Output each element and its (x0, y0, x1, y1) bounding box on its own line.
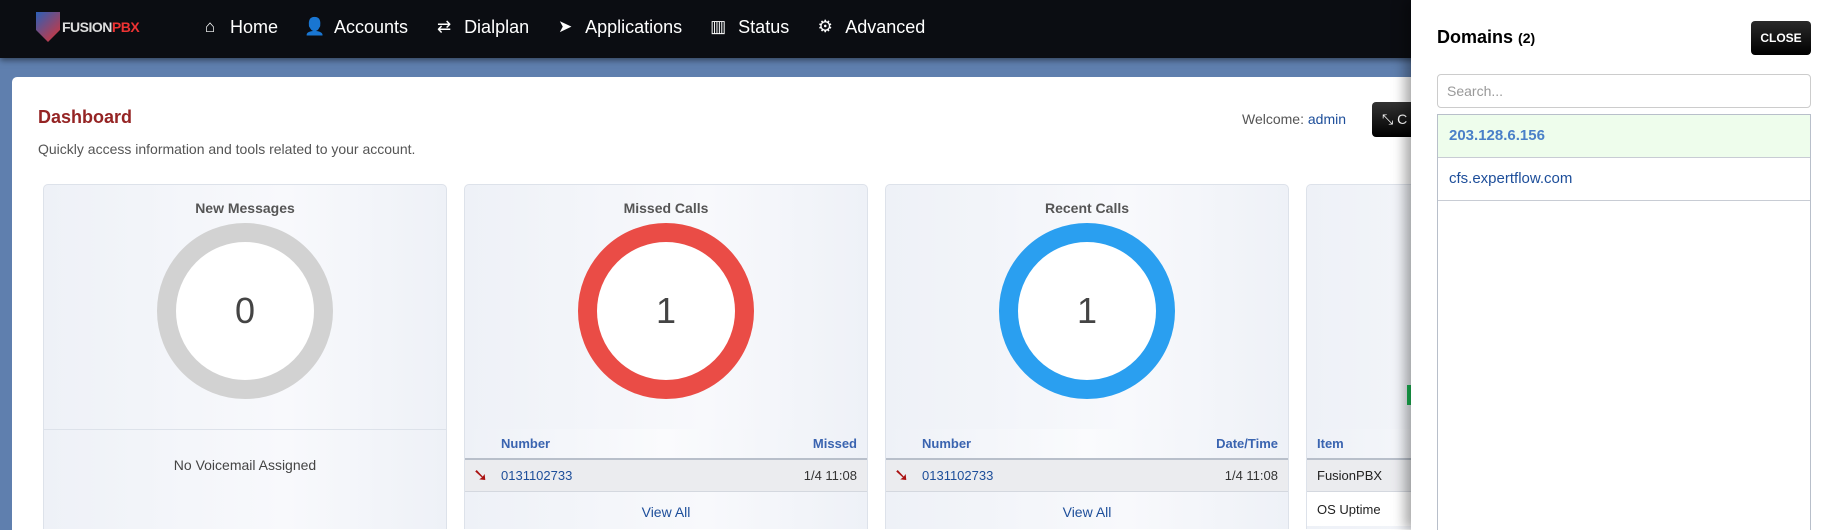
welcome-label: Welcome: (1242, 111, 1304, 127)
page-subtitle: Quickly access information and tools rel… (38, 141, 416, 157)
recent-count-ring[interactable]: 1 (999, 223, 1175, 399)
nav-label: Home (230, 16, 279, 37)
table-header: Number Date/Time (886, 429, 1288, 460)
nav-label: Applications (585, 16, 683, 37)
table-row: ➘ 0131102733 1/4 11:08 (465, 460, 867, 492)
logo-text-accent: PBX (111, 19, 140, 35)
card-new-messages: New Messages 0 No Voicemail Assigned (43, 184, 447, 529)
close-button[interactable]: CLOSE (1751, 21, 1811, 55)
nav-label: Advanced (845, 16, 926, 37)
nav-accounts[interactable]: 👤 Accounts (304, 17, 408, 38)
card-missed-calls: Missed Calls 1 Number Missed ➘ 0131102733 1… (464, 184, 868, 529)
table-row: ➘ 0131102733 1/4 11:08 (886, 460, 1288, 492)
missed-call-arrow-icon: ➘ (894, 465, 910, 485)
col-number: Number (501, 436, 551, 451)
missed-call-arrow-icon: ➘ (473, 465, 489, 485)
card-title: Recent Calls (1044, 200, 1130, 216)
button-label: C (1397, 111, 1408, 127)
messages-count-ring[interactable]: 0 (157, 223, 333, 399)
table-header: Number Missed (465, 429, 867, 460)
nav-applications[interactable]: ➤ Applications (555, 17, 682, 38)
fusionpbx-logo[interactable]: FUSIONPBX (36, 12, 140, 42)
domains-count: (2) (1518, 30, 1536, 46)
card-title: Missed Calls (623, 200, 709, 216)
missed-calls-table: Number Missed ➘ 0131102733 1/4 11:08 View A… (465, 429, 867, 520)
domains-title: Domains (2) (1437, 27, 1535, 48)
item-label: FusionPBX (1317, 468, 1383, 483)
domain-search-input[interactable] (1437, 74, 1811, 108)
bar-chart-icon: ▥ (710, 17, 727, 36)
card-title: New Messages (195, 200, 295, 216)
domain-item[interactable]: 203.128.6.156 (1438, 115, 1810, 158)
nav-dialplan[interactable]: ⇄ Dialplan (434, 17, 529, 38)
no-voicemail-text: No Voicemail Assigned (44, 429, 446, 529)
domains-title-text: Domains (1437, 27, 1514, 47)
user-icon: 👤 (304, 17, 326, 36)
card-recent-calls: Recent Calls 1 Number Date/Time ➘ 01311027… (885, 184, 1289, 529)
call-time: 1/4 11:08 (1224, 468, 1278, 483)
col-datetime: Date/Time (1216, 436, 1278, 451)
logo-text: FUSION (62, 19, 112, 35)
col-number: Number (922, 436, 972, 451)
domains-panel: Domains (2) CLOSE 203.128.6.156 cfs.expe… (1411, 0, 1824, 530)
main-nav: ⌂ Home 👤 Accounts ⇄ Dialplan ➤ Applications … (200, 0, 925, 54)
recent-calls-table: Number Date/Time ➘ 0131102733 1/4 11:08 Vie… (886, 429, 1288, 520)
paper-plane-icon: ➤ (557, 17, 573, 36)
dashboard-content: Dashboard Quickly access information and… (12, 77, 1710, 530)
view-all-link[interactable]: View All (641, 504, 691, 520)
call-time: 1/4 11:08 (803, 468, 857, 483)
missed-count-ring[interactable]: 1 (578, 223, 754, 399)
page-title: Dashboard (38, 107, 133, 127)
view-all-link[interactable]: View All (1062, 504, 1112, 520)
home-icon: ⌂ (204, 17, 216, 36)
welcome-text: Welcome: admin (1242, 111, 1346, 127)
user-link[interactable]: admin (1307, 111, 1347, 127)
item-label: OS Uptime (1317, 501, 1381, 517)
gear-icon: ⚙ (817, 17, 833, 36)
nav-label: Dialplan (464, 16, 530, 37)
nav-status[interactable]: ▥ Status (708, 17, 789, 38)
nav-home[interactable]: ⌂ Home (200, 17, 278, 38)
nav-label: Accounts (334, 16, 409, 37)
domain-list: 203.128.6.156 cfs.expertflow.com (1437, 114, 1811, 530)
col-missed: Missed (812, 436, 857, 451)
domain-item[interactable]: cfs.expertflow.com (1438, 158, 1810, 201)
logo-shield-icon (36, 12, 60, 42)
nav-advanced[interactable]: ⚙ Advanced (815, 16, 926, 38)
compress-icon: ⤡ (1382, 111, 1394, 127)
call-number-link[interactable]: 0131102733 (922, 468, 994, 483)
exchange-icon: ⇄ (436, 17, 452, 36)
call-number-link[interactable]: 0131102733 (501, 468, 573, 483)
nav-label: Status (738, 16, 790, 37)
col-item: Item (1317, 436, 1344, 451)
